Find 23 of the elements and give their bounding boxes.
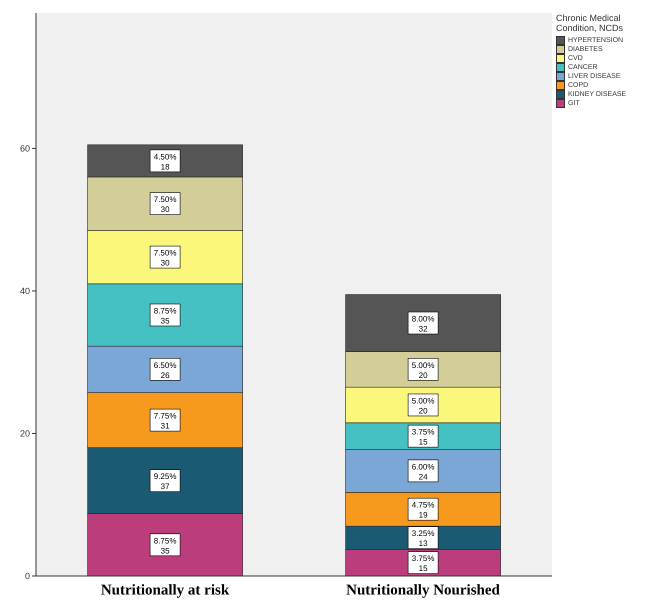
y-tick-label: 0	[24, 571, 30, 582]
data-label: 7.50% 30	[154, 248, 176, 268]
data-label: 3.75% 15	[412, 554, 434, 574]
legend-title: Chronic Medical Condition, NCDs	[556, 13, 624, 33]
data-label: 3.25% 13	[412, 529, 434, 548]
data-label: 8.00% 32	[412, 314, 434, 334]
x-tick-label: Nutritionally Nourished	[346, 582, 501, 599]
data-label: 3.75% 15	[412, 428, 434, 447]
y-tick-label: 20	[20, 428, 30, 439]
data-label: 9.25% 37	[154, 472, 176, 492]
data-label: 7.50% 30	[154, 195, 176, 214]
y-tick-label: 40	[20, 286, 30, 296]
data-label: 5.00% 20	[412, 396, 434, 416]
x-tick-label: Nutritionally at risk	[100, 582, 230, 599]
data-label: 5.00% 20	[412, 360, 434, 380]
data-label: 8.75% 35	[154, 536, 176, 556]
data-label: 6.50% 26	[154, 360, 176, 380]
data-label: 8.75% 35	[154, 306, 176, 326]
data-label: 7.75% 31	[154, 412, 176, 431]
y-tick-label: 60	[20, 144, 30, 154]
data-label: 4.75% 19	[412, 500, 434, 520]
data-label: 4.50% 18	[154, 152, 176, 172]
data-label: 6.00% 24	[412, 462, 434, 482]
